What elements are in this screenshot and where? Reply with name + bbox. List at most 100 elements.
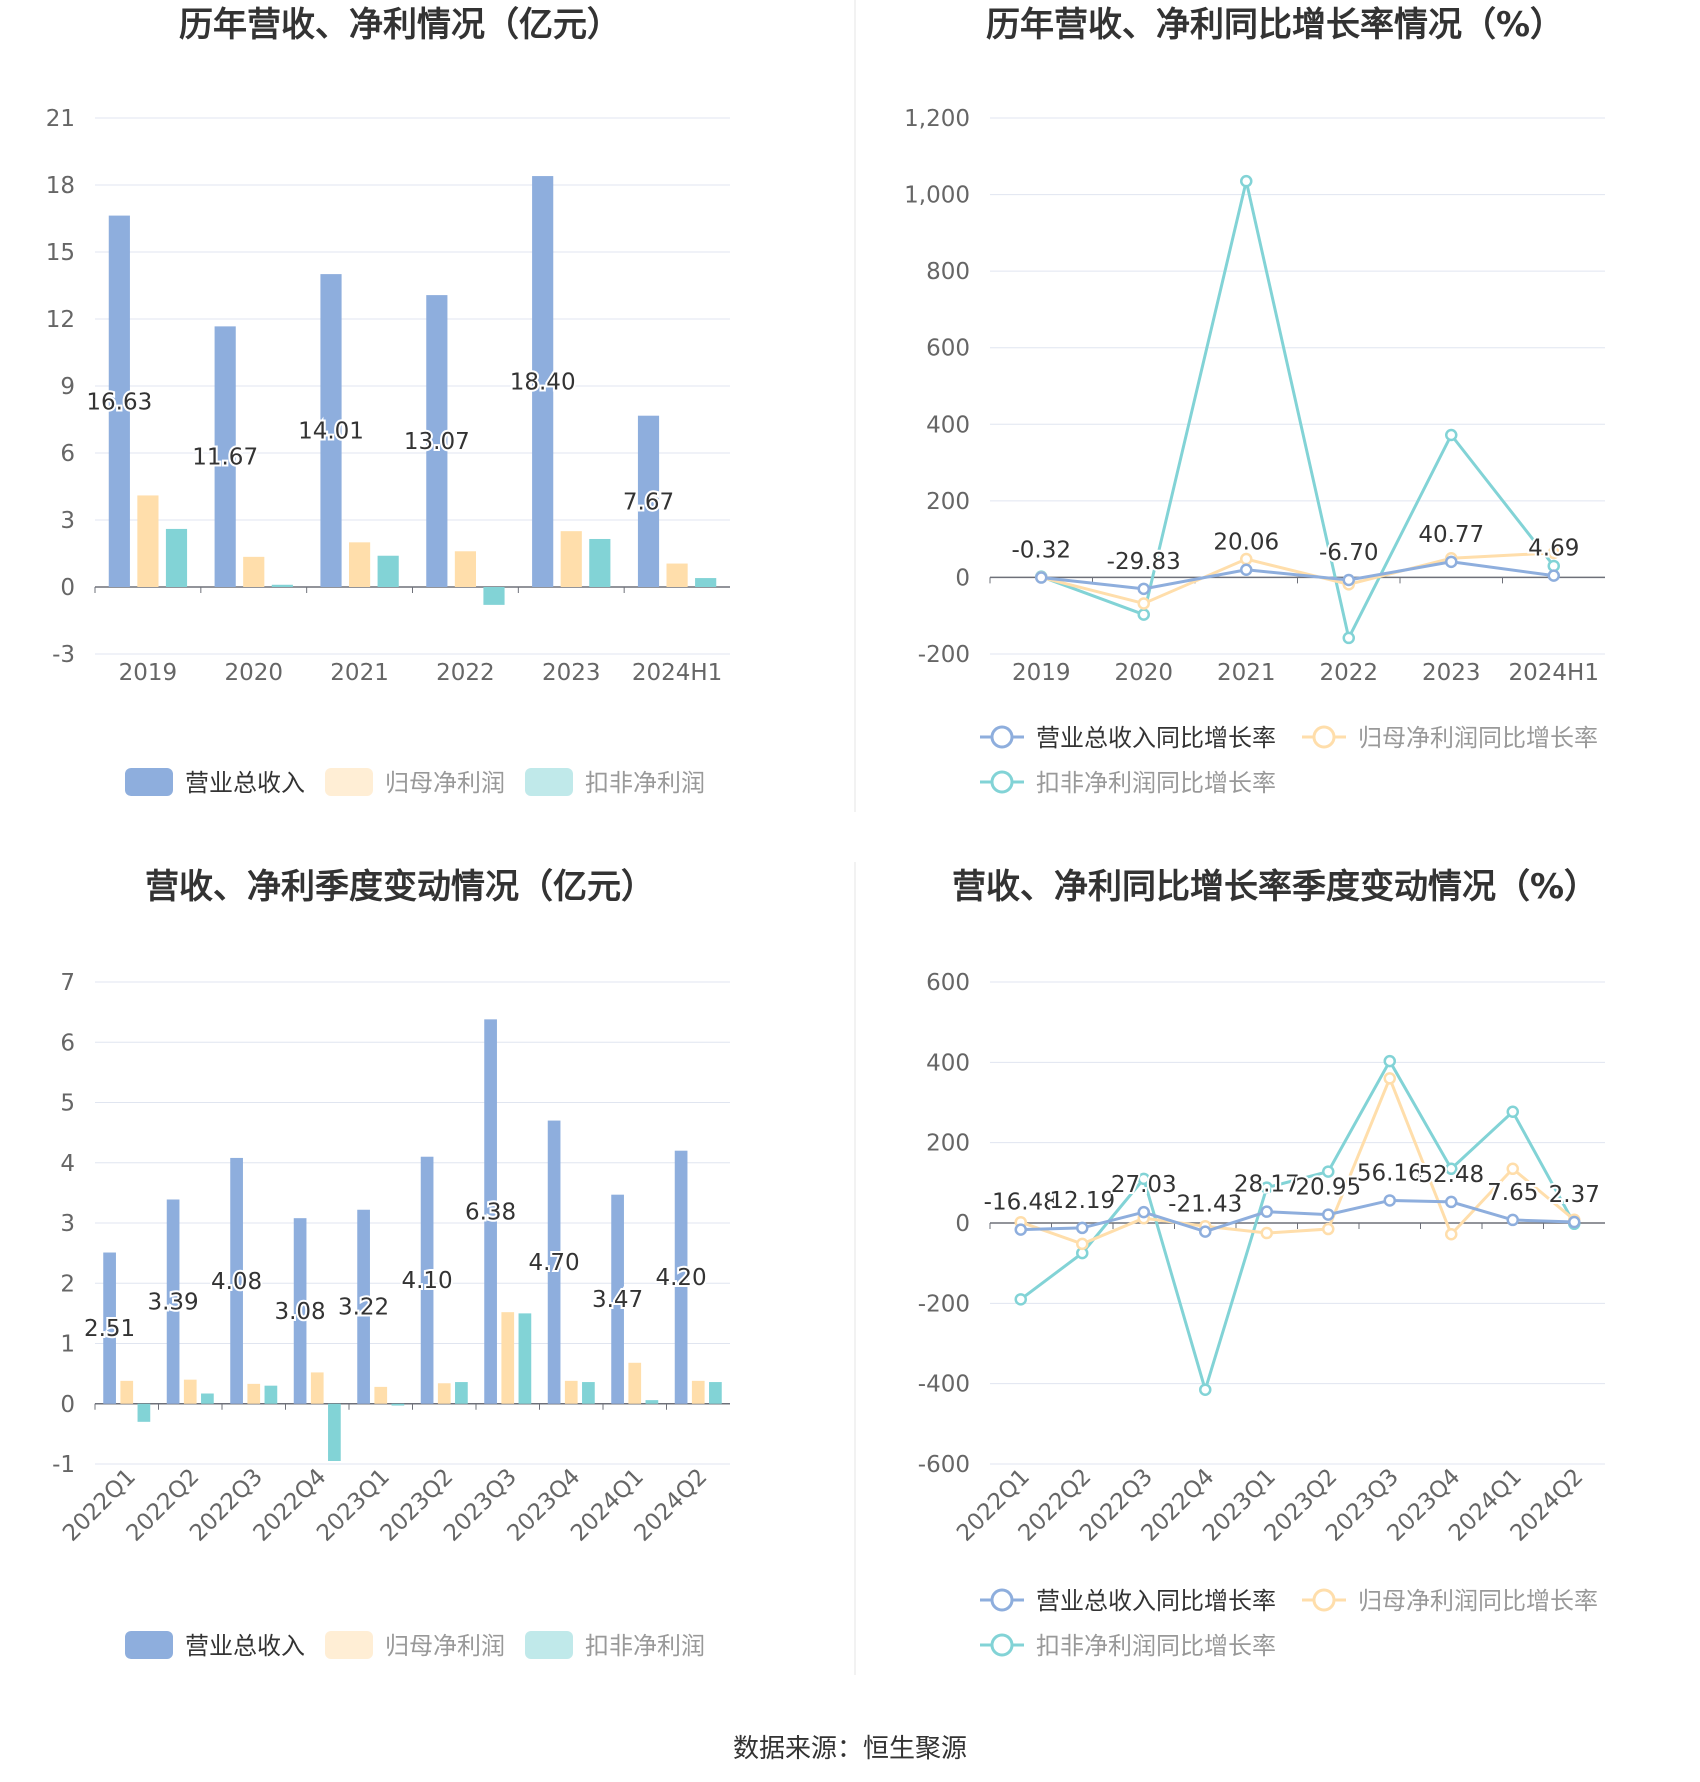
bar-0 [166, 1199, 180, 1404]
legend-marker [990, 770, 1014, 794]
series-point-0 [1014, 1223, 1027, 1236]
line-data-label: 12.19 [1049, 1188, 1115, 1214]
line-data-label: 27.03 [1111, 1172, 1177, 1198]
bar-0 [547, 1120, 561, 1404]
bar-0 [484, 1019, 497, 1404]
chart-panel-1: 历年营收、净利情况（亿元） -3 0 3 6 9 12 15 18 21 2019 2020 2021 2… [46, 5, 730, 797]
series-point-1 [1260, 1226, 1273, 1240]
series-point-0 [1137, 582, 1150, 596]
legend-item-2: 扣非净利润同比增长率 [980, 1632, 1276, 1660]
legend-item-1: 归母净利润同比增长率 [1302, 724, 1598, 752]
series-point-2 [1322, 1165, 1335, 1178]
series-line-2 [1019, 1058, 1576, 1395]
line-data-label: 2.37 [1549, 1182, 1600, 1208]
series-point-2 [1506, 1105, 1519, 1118]
legend-swatch [325, 1631, 373, 1659]
legend-label: 归母净利润 [385, 769, 505, 797]
y-tick-label: 600 [926, 970, 970, 996]
legend-marker [990, 1633, 1014, 1657]
bar-1 [137, 495, 159, 587]
legend-swatch [525, 1631, 573, 1659]
series-point-2 [1445, 428, 1458, 442]
x-tick-label: 2020 [1114, 660, 1173, 686]
series-point-1 [1547, 546, 1560, 560]
bar-1 [691, 1380, 705, 1404]
bar-2 [165, 528, 188, 587]
legend-marker [1312, 1588, 1336, 1612]
series-line-0 [1041, 560, 1554, 591]
y-tick-label: 6 [60, 1030, 75, 1056]
x-tick-label: 2020 [224, 660, 283, 686]
y-tick-label: 200 [926, 489, 970, 515]
y-tick-label: 0 [955, 1211, 970, 1237]
x-tick-label: 2022 [436, 660, 495, 686]
y-tick-label: -3 [52, 642, 75, 668]
bar-1 [666, 563, 688, 587]
legend-label: 归母净利润 [385, 1632, 505, 1660]
legend-item-2: 扣非净利润同比增长率 [980, 769, 1276, 797]
y-tick-label: 200 [926, 1131, 970, 1157]
legend-item-0: 营业总收入同比增长率 [980, 724, 1276, 752]
legend-swatch [125, 1631, 173, 1659]
legend-label: 归母净利润同比增长率 [1358, 724, 1598, 752]
x-tick-label: 2023 [1422, 660, 1481, 686]
series-point-0 [1322, 1208, 1335, 1221]
bar-1 [564, 1380, 578, 1404]
bar-0 [420, 1156, 434, 1404]
y-tick-label: 1,200 [904, 106, 970, 132]
y-tick-label: 1 [60, 1332, 75, 1358]
series-point-0 [1240, 563, 1253, 576]
series-line-2 [1040, 180, 1555, 643]
bar-2 [264, 1385, 278, 1404]
bar-data-label: 4.20 [655, 1265, 706, 1291]
data-source-label: 数据来源：恒生聚源 [732, 1734, 967, 1764]
legend-label: 扣非净利润同比增长率 [1036, 769, 1276, 797]
legend-label: 扣非净利润同比增长率 [1036, 1632, 1276, 1660]
series-point-1 [1506, 1162, 1519, 1176]
bar-2 [518, 1313, 532, 1404]
series-point-0 [1260, 1205, 1273, 1218]
bar-2 [695, 578, 717, 587]
bar-1 [243, 556, 265, 587]
bar-data-label: 14.01 [298, 419, 364, 445]
series-point-0 [1137, 1205, 1150, 1219]
x-tick-label: 2021 [330, 660, 389, 686]
y-tick-label: 7 [60, 970, 75, 996]
series-point-0 [1076, 1221, 1089, 1235]
y-tick-label: 9 [60, 374, 75, 400]
bar-2 [589, 538, 611, 587]
line-data-label: 7.65 [1487, 1180, 1538, 1206]
legend-item-0: 营业总收入 [125, 768, 305, 797]
series-point-1 [1383, 1072, 1396, 1085]
legend-item-1: 归母净利润 [325, 1631, 505, 1660]
bar-data-label: 13.07 [404, 429, 470, 455]
bar-data-label: 7.67 [623, 489, 674, 515]
line-data-label: 4.69 [1528, 536, 1579, 562]
bar-0 [103, 1252, 116, 1404]
bar-0 [426, 295, 448, 587]
line-data-label: 52.48 [1418, 1162, 1484, 1188]
y-tick-label: 4 [60, 1151, 75, 1177]
series-point-1 [1445, 1227, 1458, 1241]
bar-1 [560, 531, 582, 587]
bar-2 [709, 1382, 722, 1404]
bar-2 [645, 1400, 659, 1404]
line-data-label: 28.17 [1234, 1172, 1300, 1198]
chart-panel-4: 营收、净利同比增长率季度变动情况（%） -600 -400 -200 0 200 400 60… [918, 867, 1605, 1660]
series-point-0 [1445, 1195, 1458, 1209]
line-data-label: -0.32 [1011, 538, 1071, 564]
y-tick-label: 3 [60, 1211, 75, 1237]
series-point-1 [1322, 1222, 1335, 1236]
x-tick-label: 2021 [1217, 660, 1276, 686]
bar-0 [532, 176, 554, 588]
series-point-2 [1260, 1181, 1273, 1194]
y-tick-label: 6 [60, 441, 75, 467]
y-tick-label: 3 [60, 508, 75, 534]
bar-data-label: 6.38 [465, 1200, 516, 1226]
bar-data-label: 18.40 [510, 370, 576, 396]
y-tick-label: 0 [955, 565, 970, 591]
bar-0 [674, 1150, 688, 1404]
bar-2 [582, 1382, 595, 1404]
bar-0 [230, 1157, 243, 1404]
y-tick-label: 12 [46, 307, 75, 333]
